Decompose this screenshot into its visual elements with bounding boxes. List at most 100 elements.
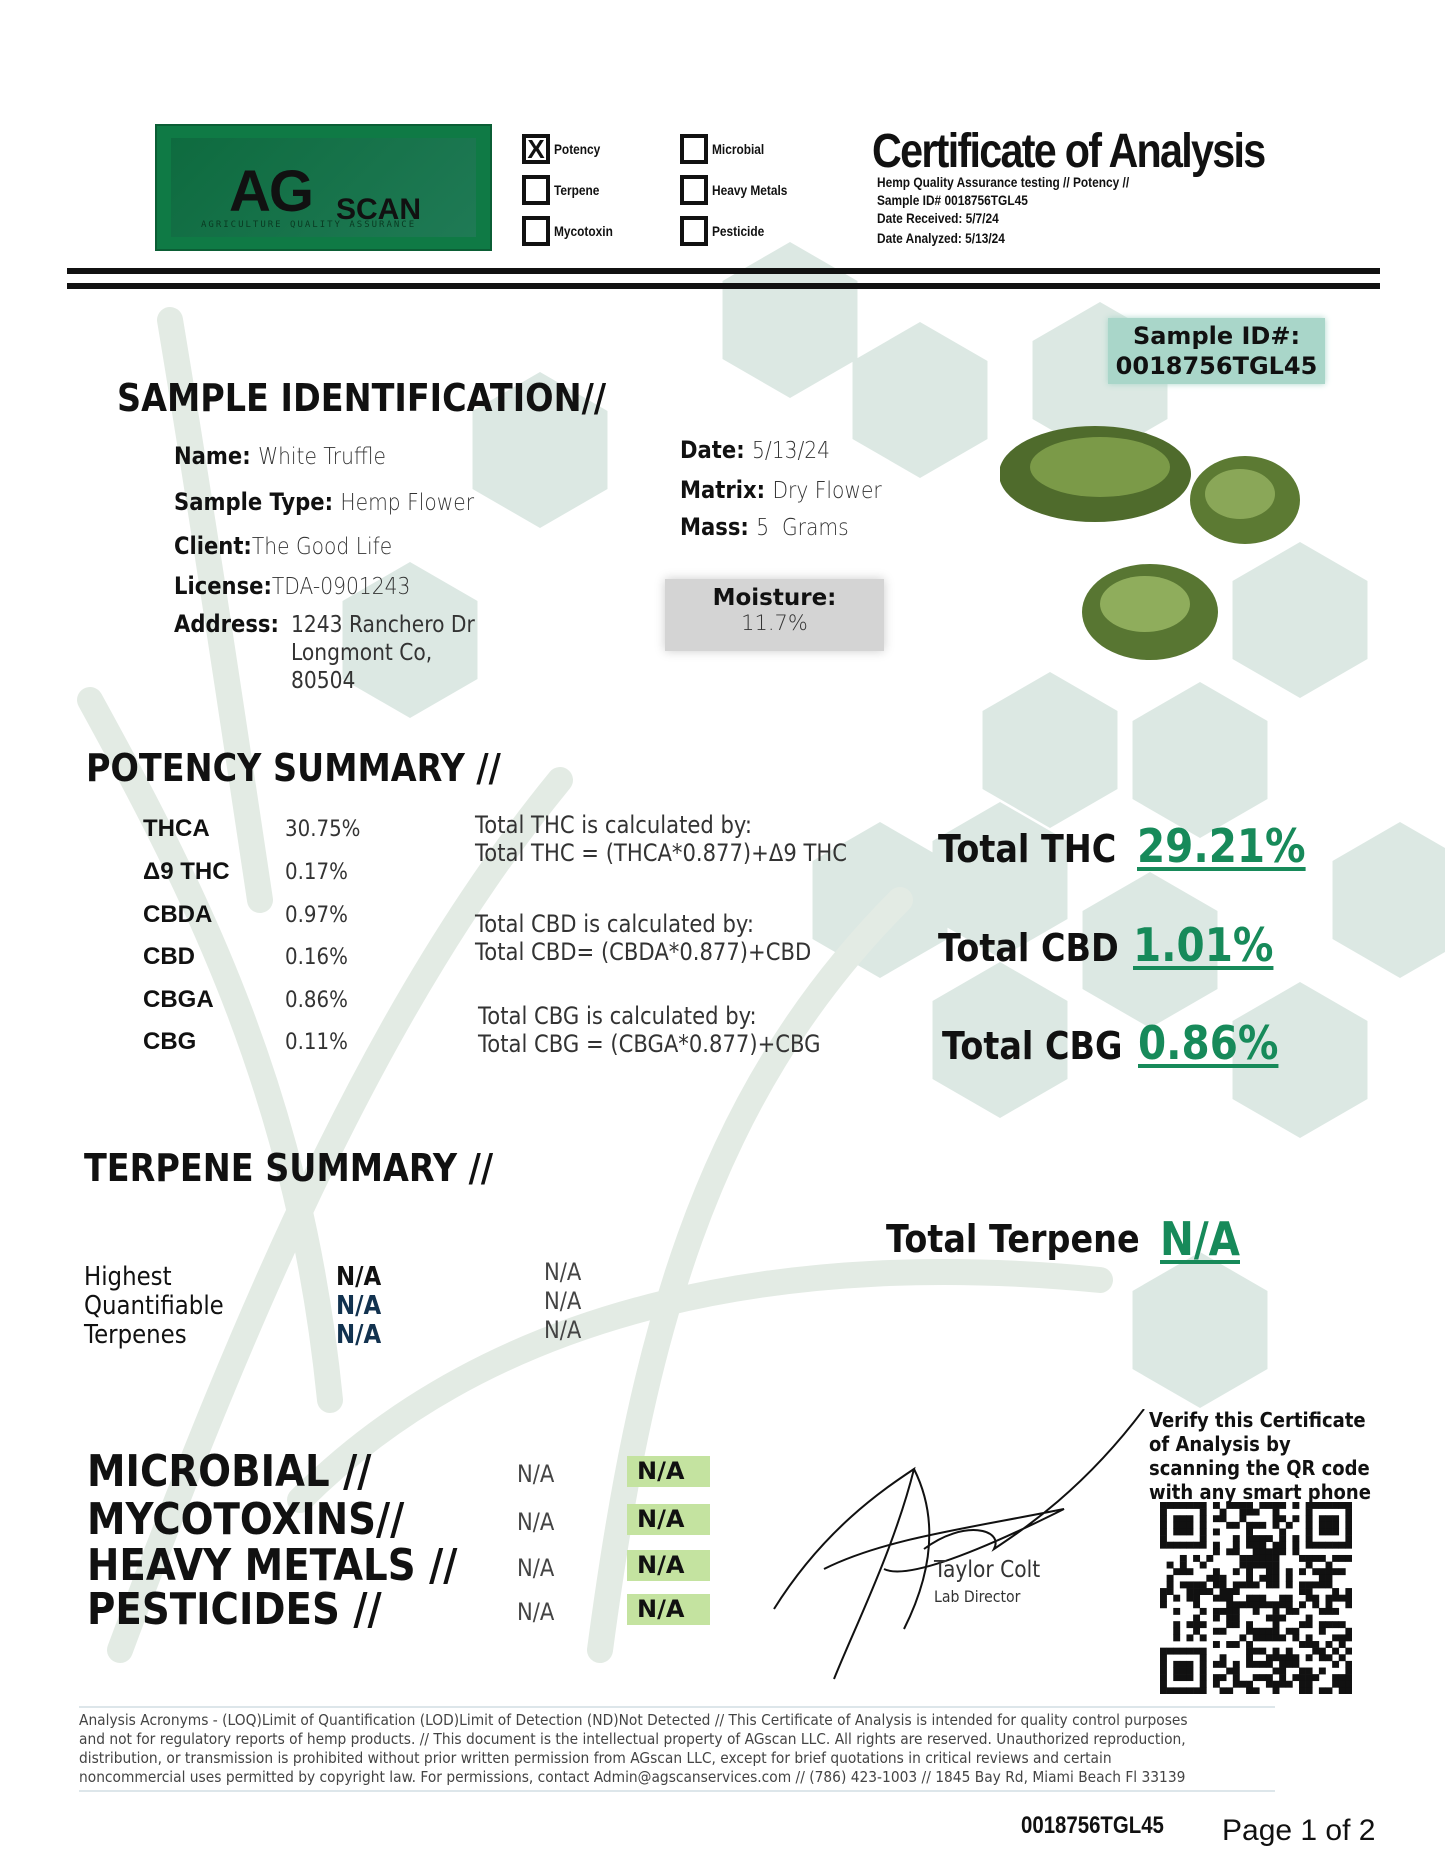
test-result-badge: N/A bbox=[627, 1550, 710, 1581]
terpene-value: N/A bbox=[544, 1316, 582, 1344]
checkbox-label: Pesticide bbox=[712, 223, 765, 239]
qr-code[interactable] bbox=[1160, 1502, 1352, 1694]
section-heading-terpene: TERPENE SUMMARY // bbox=[84, 1146, 494, 1190]
logo-tagline: AGRICULTURE QUALITY ASSURANCE bbox=[201, 220, 417, 230]
field-label: Matrix: bbox=[680, 476, 766, 504]
cannabinoid-value: 0.16% bbox=[285, 945, 348, 970]
cannabinoid-value: 0.17% bbox=[285, 860, 348, 885]
total-value: 1.01% bbox=[1133, 918, 1274, 972]
checkbox[interactable] bbox=[680, 175, 708, 205]
header-line: Sample ID# 0018756TGL45 bbox=[877, 192, 1028, 208]
total-label: Total CBG bbox=[942, 1024, 1123, 1068]
field-label: Client: bbox=[174, 532, 252, 560]
total-terpene-label: Total Terpene bbox=[886, 1217, 1140, 1261]
field-matrix: Matrix: Dry Flower bbox=[680, 476, 882, 504]
header-line: Hemp Quality Assurance testing // Potenc… bbox=[877, 174, 1130, 190]
test-value: N/A bbox=[517, 1460, 555, 1488]
field-mass: Mass: 5 Grams bbox=[680, 513, 849, 541]
hexagon bbox=[472, 372, 608, 528]
checkbox[interactable] bbox=[680, 134, 708, 164]
checkbox[interactable] bbox=[522, 216, 550, 246]
logo-subtext: SCAN bbox=[336, 193, 422, 226]
field-date: Date: 5/13/24 bbox=[680, 436, 830, 464]
hexagon bbox=[722, 242, 858, 398]
hexagon bbox=[1132, 1252, 1268, 1408]
logo-text: AG bbox=[229, 159, 314, 224]
signatory-name: Taylor Colt bbox=[934, 1557, 1041, 1583]
footer-sample-id: 0018756TGL45 bbox=[1021, 1812, 1164, 1839]
formula-expression: Total CBG = (CBGA*0.877)+CBG bbox=[478, 1030, 821, 1058]
terpene-label-line: Quantifiable bbox=[84, 1291, 224, 1321]
formula-title: Total CBG is calculated by: bbox=[478, 1002, 757, 1030]
cannabinoid-name: CBD bbox=[143, 943, 195, 970]
test-heading: HEAVY METALS // bbox=[87, 1540, 458, 1591]
total-label: Total THC bbox=[938, 827, 1117, 871]
field-value: White Truffle bbox=[258, 444, 386, 470]
test-checkbox-heavy-metals[interactable]: Heavy Metals bbox=[680, 175, 801, 205]
hexagon bbox=[982, 672, 1118, 828]
checkbox[interactable] bbox=[522, 175, 550, 205]
moisture-label: Moisture: bbox=[712, 585, 837, 611]
footer-line: Analysis Acronyms - (LOQ)Limit of Quanti… bbox=[79, 1711, 1188, 1729]
field-value: 5 Grams bbox=[756, 515, 849, 541]
section-heading-potency: POTENCY SUMMARY // bbox=[86, 746, 501, 790]
palm-leaf-pattern bbox=[77, 307, 1113, 1663]
test-checkbox-pesticide[interactable]: Pesticide bbox=[680, 216, 773, 246]
cannabinoid-value: 0.97% bbox=[285, 903, 348, 928]
total-terpene-value: N/A bbox=[1160, 1212, 1240, 1266]
formula-title: Total CBD is calculated by: bbox=[475, 910, 754, 938]
terpene-value: N/A bbox=[544, 1287, 582, 1315]
hexagon bbox=[1232, 982, 1368, 1138]
verify-line: with any smart phone bbox=[1149, 1480, 1371, 1504]
field-label: Sample Type: bbox=[174, 488, 334, 516]
cannabinoid-value: 0.11% bbox=[285, 1030, 348, 1055]
checkbox[interactable]: X bbox=[522, 134, 550, 164]
cannabinoid-value: 30.75% bbox=[285, 817, 361, 842]
checkbox[interactable] bbox=[680, 216, 708, 246]
cannabinoid-name: CBDA bbox=[143, 901, 213, 928]
test-heading: MYCOTOXINS// bbox=[87, 1494, 405, 1545]
hexagon bbox=[1132, 682, 1268, 838]
header-line: Date Received: 5/7/24 bbox=[877, 210, 999, 226]
checkbox-label: Heavy Metals bbox=[712, 182, 788, 198]
test-checkbox-mycotoxin[interactable]: Mycotoxin bbox=[522, 216, 623, 246]
field-label: License: bbox=[174, 572, 272, 600]
cannabinoid-name: Δ9 THC bbox=[143, 858, 230, 885]
agscan-logo: AG SCAN AGRICULTURE QUALITY ASSURANCE bbox=[155, 124, 492, 251]
test-heading: PESTICIDES // bbox=[87, 1584, 382, 1635]
terpene-label-line: Terpenes bbox=[84, 1320, 187, 1350]
test-result-badge: N/A bbox=[627, 1456, 710, 1487]
field-label: Date: bbox=[680, 436, 745, 464]
document-title: Certificate of Analysis bbox=[872, 125, 1266, 178]
verify-line: of Analysis by bbox=[1149, 1432, 1291, 1456]
divider bbox=[67, 283, 1380, 289]
address-line: 80504 bbox=[291, 668, 356, 694]
test-checkbox-terpene[interactable]: Terpene bbox=[522, 175, 607, 205]
hexagon bbox=[932, 962, 1068, 1118]
signature-image bbox=[773, 1409, 1145, 1680]
divider bbox=[67, 268, 1380, 274]
field-label: Name: bbox=[174, 442, 251, 470]
cannabinoid-name: CBGA bbox=[143, 986, 214, 1013]
checkbox-label: Microbial bbox=[712, 141, 765, 157]
field-value: Hemp Flower bbox=[340, 490, 475, 516]
hexagon-pattern bbox=[342, 242, 1445, 1408]
moisture-box: Moisture: 11.7% bbox=[665, 579, 884, 651]
total-label: Total CBD bbox=[938, 926, 1119, 970]
footer-disclaimer: Analysis Acronyms - (LOQ)Limit of Quanti… bbox=[79, 1706, 1275, 1792]
test-value: N/A bbox=[517, 1554, 555, 1582]
hexagon bbox=[932, 802, 1068, 958]
field-label: Mass: bbox=[680, 513, 749, 541]
test-result-badge: N/A bbox=[627, 1504, 710, 1535]
address-line: 1243 Ranchero Dr bbox=[291, 612, 475, 638]
verify-text: Verify this Certificate of Analysis by s… bbox=[1149, 1408, 1371, 1504]
field-name: Name: White Truffle bbox=[174, 442, 386, 470]
terpene-value: N/A bbox=[544, 1258, 582, 1286]
hexagon bbox=[1232, 542, 1368, 698]
footer-line: noncommercial uses permitted by copyrigh… bbox=[79, 1768, 1186, 1786]
terpene-name: N/A bbox=[336, 1291, 382, 1321]
formula-expression: Total CBD= (CBDA*0.877)+CBD bbox=[475, 938, 812, 966]
test-checkbox-microbial[interactable]: Microbial bbox=[680, 134, 773, 164]
test-checkbox-potency[interactable]: X Potency bbox=[522, 134, 608, 164]
